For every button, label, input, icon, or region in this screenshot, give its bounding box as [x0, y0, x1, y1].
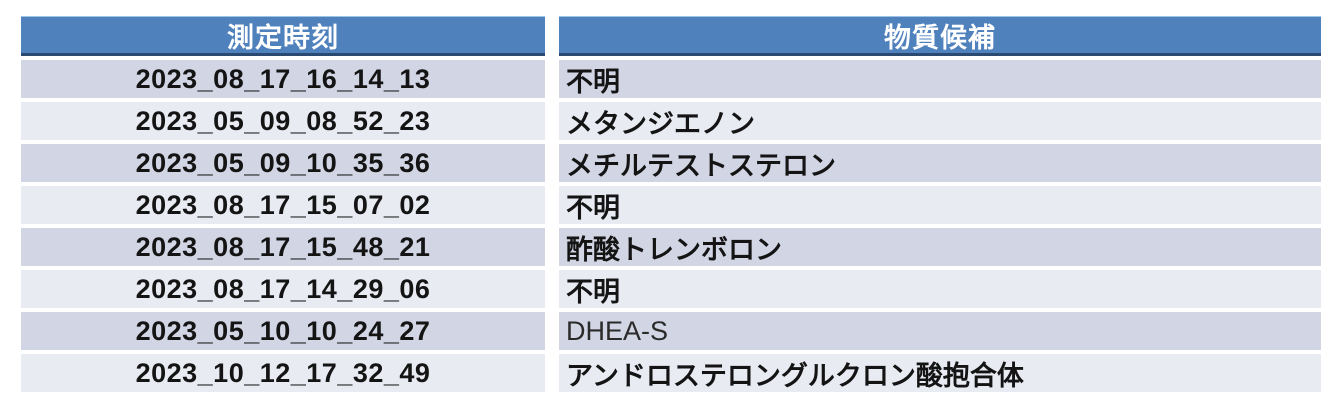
measurement-time-value: 2023_05_09_10_35_36 — [21, 144, 545, 182]
column-header-substance-candidate: 物質候補 — [559, 16, 1321, 56]
table-row: 2023_08_17_15_07_02 不明 — [21, 186, 1321, 224]
measurement-time-value: 2023_10_12_17_32_49 — [21, 354, 545, 392]
measurement-time-value: 2023_05_10_10_24_27 — [21, 312, 545, 350]
substance-candidate-value: 酢酸トレンボロン — [559, 228, 1321, 266]
table-row: 2023_08_17_14_29_06 不明 — [21, 270, 1321, 308]
table-row: 2023_08_17_16_14_13 不明 — [21, 60, 1321, 98]
table-body: 2023_08_17_16_14_13 不明 2023_05_09_08_52_… — [21, 60, 1321, 392]
table-row: 2023_10_12_17_32_49 アンドロステロングルクロン酸抱合体 — [21, 354, 1321, 392]
table-row: 2023_05_09_08_52_23 メタンジエノン — [21, 102, 1321, 140]
measurement-time-value: 2023_08_17_14_29_06 — [21, 270, 545, 308]
measurement-substance-table: 測定時刻 物質候補 2023_08_17_16_14_13 不明 2023_05… — [21, 16, 1321, 392]
column-header-measurement-time: 測定時刻 — [21, 16, 545, 56]
table-row: 2023_05_09_10_35_36 メチルテストステロン — [21, 144, 1321, 182]
measurement-time-value: 2023_08_17_15_07_02 — [21, 186, 545, 224]
table-row: 2023_08_17_15_48_21 酢酸トレンボロン — [21, 228, 1321, 266]
measurement-time-value: 2023_08_17_16_14_13 — [21, 60, 545, 98]
substance-candidate-value: DHEA-S — [559, 312, 1321, 350]
substance-candidate-value: 不明 — [559, 270, 1321, 308]
substance-candidate-value: メタンジエノン — [559, 102, 1321, 140]
table-row: 2023_05_10_10_24_27 DHEA-S — [21, 312, 1321, 350]
substance-candidate-value: メチルテストステロン — [559, 144, 1321, 182]
substance-candidate-value: 不明 — [559, 60, 1321, 98]
table-header-row: 測定時刻 物質候補 — [21, 16, 1321, 56]
substance-candidate-value: 不明 — [559, 186, 1321, 224]
substance-candidate-value: アンドロステロングルクロン酸抱合体 — [559, 354, 1321, 392]
measurement-time-value: 2023_08_17_15_48_21 — [21, 228, 545, 266]
measurement-time-value: 2023_05_09_08_52_23 — [21, 102, 545, 140]
